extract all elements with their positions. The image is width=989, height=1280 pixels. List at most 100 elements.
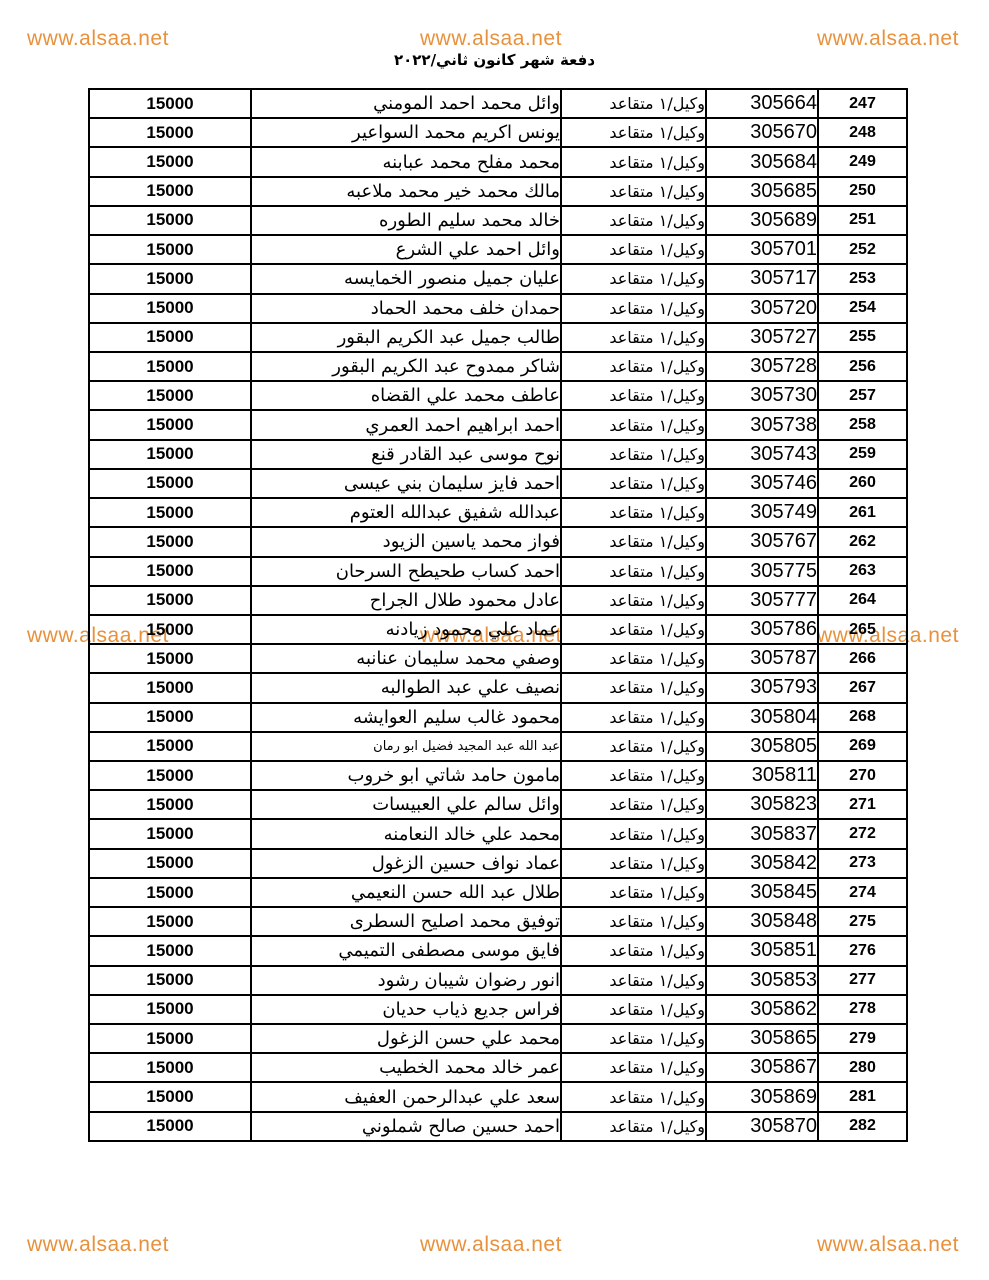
rank-cell: وكيل/١ متقاعد [560,730,707,763]
id-number-cell: 305805 [705,730,819,763]
rank-cell: وكيل/١ متقاعد [560,1110,707,1142]
id-number-cell: 305670 [705,117,819,149]
name-cell: محمد مفلح محمد عبابنه [250,146,562,178]
table-row: 15000 شاكر ممدوح عبد الكريم البقور وكيل/… [88,350,908,383]
row-number-cell: 269 [817,730,908,763]
rank-cell: وكيل/١ متقاعد [560,204,707,237]
row-number-cell: 275 [817,906,908,938]
row-number-cell: 266 [817,643,908,675]
rank-cell: وكيل/١ متقاعد [560,847,707,879]
salary-cell: 15000 [88,584,252,616]
rank-cell: وكيل/١ متقاعد [560,175,707,207]
row-number-cell: 254 [817,292,908,324]
table-row: 15000 احمد فايز سليمان بني عيسى وكيل/١ م… [88,467,908,500]
salary-cell: 15000 [88,263,252,295]
table-row: 15000 محمد علي خالد النعامنه وكيل/١ متقا… [88,818,908,850]
table-row: 15000 عبد الله عبد المجيد فضيل ابو رمان … [88,730,908,763]
salary-cell: 15000 [88,234,252,266]
id-number-cell: 305684 [705,146,819,178]
rank-cell: وكيل/١ متقاعد [560,526,707,558]
rank-cell: وكيل/١ متقاعد [560,1022,707,1055]
id-number-cell: 305823 [705,789,819,821]
name-cell: وائل احمد علي الشرع [250,234,562,266]
table-row: 15000 وائل محمد احمد المومني وكيل/١ متقا… [88,87,908,120]
row-number-cell: 253 [817,263,908,295]
row-number-cell: 272 [817,818,908,850]
salary-cell: 15000 [88,964,252,996]
id-number-cell: 305685 [705,175,819,207]
name-cell: مالك محمد خير محمد ملاعبه [250,175,562,207]
row-number-cell: 281 [817,1081,908,1113]
table-row: 15000 وائل سالم علي العبيسات وكيل/١ متقا… [88,789,908,821]
table-row: 15000 انور رضوان شيبان رشود وكيل/١ متقاع… [88,964,908,996]
name-cell: نوح موسى عبد القادر قنع [250,438,562,470]
salary-cell: 15000 [88,321,252,353]
id-number-cell: 305867 [705,1052,819,1084]
name-cell: حمدان خلف محمد الحماد [250,292,562,324]
name-cell: عمر خالد محمد الخطيب [250,1052,562,1084]
roster-body: 15000 وائل محمد احمد المومني وكيل/١ متقا… [88,87,908,1142]
row-number-cell: 278 [817,993,908,1026]
row-number-cell: 276 [817,935,908,967]
row-number-cell: 247 [817,87,908,120]
name-cell: عاطف محمد علي القضاه [250,380,562,412]
id-number-cell: 305664 [705,87,819,120]
rank-cell: وكيل/١ متقاعد [560,1081,707,1113]
name-cell: توفيق محمد اصليح السطرى [250,906,562,938]
page-title: دفعة شهر كانون ثاني/٢٠٢٢ [393,51,596,69]
salary-cell: 15000 [88,146,252,178]
salary-cell: 15000 [88,730,252,763]
row-number-cell: 279 [817,1022,908,1055]
name-cell: طلال عبد الله حسن النعيمي [250,876,562,909]
id-number-cell: 305727 [705,321,819,353]
table-row: 15000 فواز محمد ياسين الزيود وكيل/١ متقا… [88,526,908,558]
row-number-cell: 265 [817,613,908,646]
name-cell: انور رضوان شيبان رشود [250,964,562,996]
row-number-cell: 280 [817,1052,908,1084]
row-number-cell: 264 [817,584,908,616]
rank-cell: وكيل/١ متقاعد [560,292,707,324]
row-number-cell: 262 [817,526,908,558]
salary-cell: 15000 [88,380,252,412]
rank-cell: وكيل/١ متقاعد [560,613,707,646]
row-number-cell: 249 [817,146,908,178]
id-number-cell: 305869 [705,1081,819,1113]
row-number-cell: 273 [817,847,908,879]
salary-cell: 15000 [88,701,252,733]
salary-cell: 15000 [88,350,252,383]
row-number-cell: 255 [817,321,908,353]
name-cell: عبدالله شفيق عبدالله العتوم [250,497,562,529]
name-cell: احمد حسين صالح شملوني [250,1110,562,1142]
rank-cell: وكيل/١ متقاعد [560,438,707,470]
row-number-cell: 258 [817,409,908,441]
salary-cell: 15000 [88,1081,252,1113]
rank-cell: وكيل/١ متقاعد [560,701,707,733]
name-cell: محمد علي حسن الزغول [250,1022,562,1055]
id-number-cell: 305845 [705,876,819,909]
table-row: 15000 فراس جديع ذياب حديان وكيل/١ متقاعد… [88,993,908,1026]
rank-cell: وكيل/١ متقاعد [560,263,707,295]
name-cell: فراس جديع ذياب حديان [250,993,562,1026]
name-cell: فايق موسى مصطفى التميمي [250,935,562,967]
salary-cell: 15000 [88,672,252,704]
table-row: 15000 نوح موسى عبد القادر قنع وكيل/١ متق… [88,438,908,470]
name-cell: وصفي محمد سليمان عنانبه [250,643,562,675]
table-row: 15000 احمد حسين صالح شملوني وكيل/١ متقاع… [88,1110,908,1142]
salary-cell: 15000 [88,204,252,237]
row-number-cell: 252 [817,234,908,266]
rank-cell: وكيل/١ متقاعد [560,993,707,1026]
table-row: 15000 احمد كساب طحيطح السرحان وكيل/١ متق… [88,555,908,587]
name-cell: طالب جميل عبد الكريم البقور [250,321,562,353]
id-number-cell: 305842 [705,847,819,879]
rank-cell: وكيل/١ متقاعد [560,584,707,616]
id-number-cell: 305738 [705,409,819,441]
rank-cell: وكيل/١ متقاعد [560,234,707,266]
name-cell: مامون حامد شاتي ابو خروب [250,760,562,792]
table-row: 15000 حمدان خلف محمد الحماد وكيل/١ متقاع… [88,292,908,324]
salary-cell: 15000 [88,555,252,587]
name-cell: فواز محمد ياسين الزيود [250,526,562,558]
id-number-cell: 305730 [705,380,819,412]
name-cell: احمد كساب طحيطح السرحان [250,555,562,587]
watermark-text: www.alsaa.net [817,1233,959,1256]
id-number-cell: 305811 [705,760,819,792]
